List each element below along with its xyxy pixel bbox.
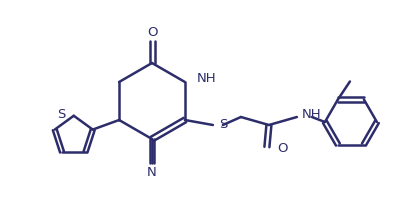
Text: NH: NH [302,108,322,121]
Text: O: O [147,27,157,40]
Text: O: O [277,143,287,156]
Text: NH: NH [197,71,217,84]
Text: N: N [147,165,157,178]
Text: S: S [57,108,66,121]
Text: S: S [219,119,227,132]
